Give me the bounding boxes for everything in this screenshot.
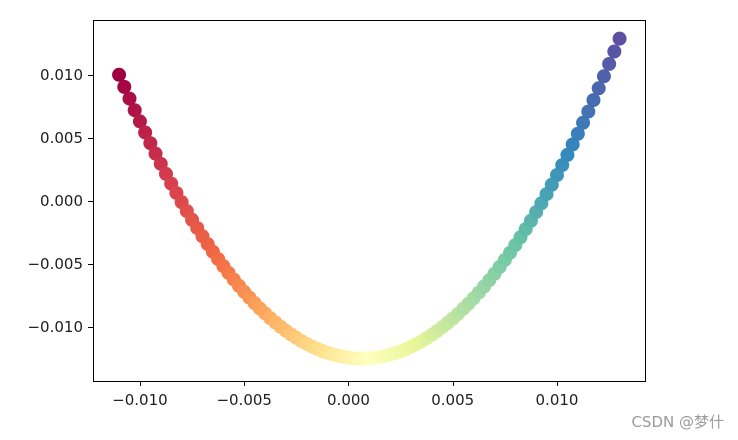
data-point — [586, 93, 601, 108]
data-point — [565, 137, 580, 152]
y-axis: −0.010 −0.005 0.000 0.005 0.010 — [27, 66, 93, 336]
x-axis: −0.010 −0.005 0.000 0.005 0.010 — [112, 381, 578, 409]
y-tick-label: −0.010 — [27, 318, 83, 336]
data-point — [581, 104, 596, 119]
x-tick-label: 0.005 — [431, 391, 474, 409]
y-tick-label: 0.005 — [40, 129, 83, 147]
data-point — [132, 114, 147, 129]
data-point — [138, 125, 153, 140]
plot-frame — [93, 20, 646, 382]
y-tick-label: 0.010 — [40, 66, 83, 84]
data-point — [143, 136, 158, 151]
data-point — [607, 44, 622, 59]
x-tick-label: 0.000 — [327, 391, 370, 409]
data-point — [560, 147, 575, 162]
data-point — [576, 115, 591, 130]
data-point — [602, 56, 617, 71]
data-point — [612, 31, 627, 46]
y-tick-label: 0.000 — [40, 192, 83, 210]
x-tick-label: 0.010 — [536, 391, 579, 409]
data-point — [591, 81, 606, 96]
x-tick-label: −0.005 — [216, 391, 272, 409]
watermark: CSDN @梦什 — [631, 413, 724, 431]
data-point — [117, 79, 132, 94]
data-point — [122, 91, 137, 106]
x-tick-label: −0.010 — [112, 391, 168, 409]
data-point — [127, 103, 142, 118]
y-tick-label: −0.005 — [27, 255, 83, 273]
data-point — [596, 69, 611, 84]
data-point — [112, 67, 127, 82]
data-point — [570, 126, 585, 141]
scatter-points — [112, 31, 627, 366]
